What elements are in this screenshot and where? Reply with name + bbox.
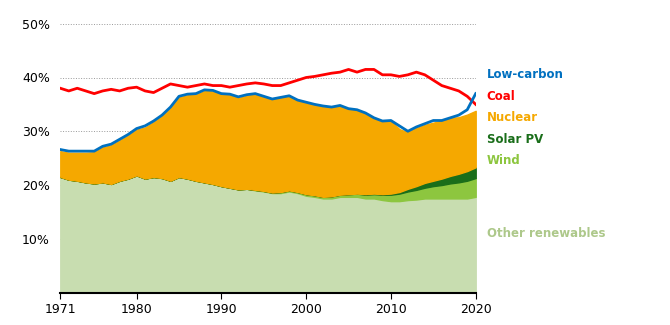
Text: Coal: Coal (487, 90, 515, 103)
Text: Other renewables: Other renewables (487, 227, 605, 240)
Text: Low-carbon: Low-carbon (487, 68, 563, 81)
Text: Nuclear: Nuclear (487, 111, 538, 124)
Text: Wind: Wind (487, 154, 521, 167)
Text: Solar PV: Solar PV (487, 133, 543, 146)
